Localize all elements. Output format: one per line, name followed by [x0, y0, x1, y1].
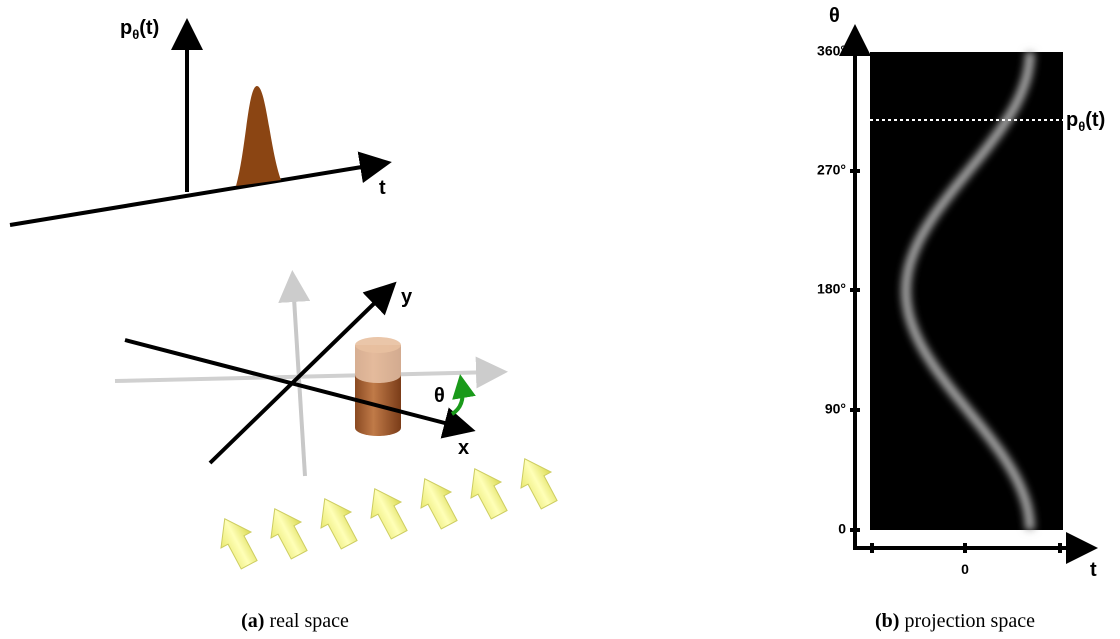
y-label: y — [401, 286, 413, 308]
caption-b: (b) projection space — [875, 610, 1035, 632]
y-tick-label: 270° — [817, 162, 846, 178]
p-label: pθ(t) — [120, 17, 159, 42]
x-axis — [125, 340, 464, 428]
beam-arrows — [210, 451, 564, 573]
y-tick-label: 0 — [838, 521, 846, 537]
x-tick-label: 0 — [961, 561, 969, 577]
figure: pθ(t) t y x θ 360° 270° 180° 90° 0 0 θ t… — [0, 0, 1120, 639]
projection-peak — [236, 86, 281, 186]
x-label: x — [458, 437, 469, 459]
sinogram: 360° 270° 180° 90° 0 0 θ t pθ(t) — [817, 5, 1105, 581]
t-label: t — [379, 177, 386, 199]
horizontal-axis — [115, 372, 496, 381]
t-axis-label: t — [1090, 559, 1097, 581]
y-tick-label: 90° — [825, 401, 846, 417]
caption-a: (a) real space — [241, 610, 349, 632]
y-tick-label: 360° — [817, 43, 846, 59]
sinogram-image — [870, 52, 1063, 530]
rotation-arrow — [452, 386, 463, 414]
t-axis — [10, 164, 380, 225]
real-space-scene: y x θ — [115, 282, 564, 573]
y-tick-label: 180° — [817, 281, 846, 297]
theta-label: θ — [434, 385, 445, 407]
projection-line-label: pθ(t) — [1066, 109, 1105, 134]
theta-axis-label: θ — [829, 5, 840, 27]
projection-plot: pθ(t) t — [10, 17, 386, 225]
